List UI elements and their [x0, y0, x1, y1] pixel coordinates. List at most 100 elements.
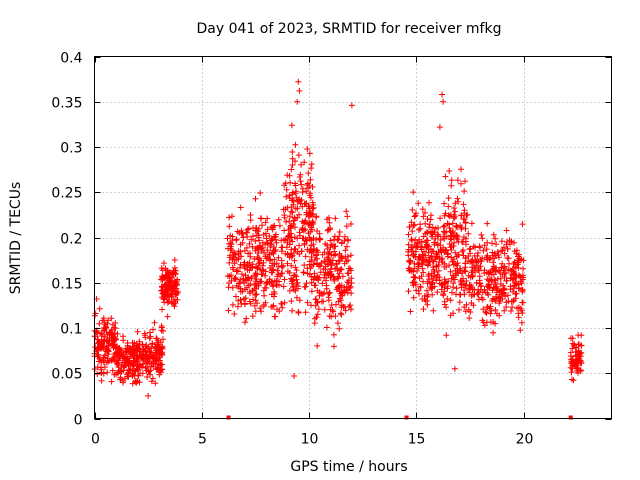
data-point [347, 302, 354, 309]
data-point [228, 272, 235, 279]
data-point [129, 372, 136, 379]
data-point [348, 221, 354, 227]
data-point [480, 319, 487, 326]
data-point [310, 204, 317, 211]
data-point [317, 269, 324, 276]
data-point [416, 275, 423, 282]
data-point [487, 319, 494, 326]
data-point [312, 282, 319, 289]
data-point [410, 189, 417, 196]
data-point [466, 289, 473, 296]
data-point [134, 343, 140, 350]
data-point [254, 264, 261, 271]
data-points [91, 78, 585, 420]
data-point [331, 276, 338, 283]
data-point [289, 197, 296, 204]
data-point [336, 229, 343, 235]
data-point [251, 302, 258, 309]
data-point [149, 375, 156, 382]
data-point [163, 286, 170, 293]
data-point [470, 302, 477, 309]
data-point [425, 273, 432, 280]
data-point [285, 232, 292, 239]
data-point [238, 271, 245, 278]
data-point [252, 297, 259, 304]
data-point [98, 330, 105, 337]
data-point [437, 242, 444, 249]
data-point [304, 182, 311, 188]
data-point [484, 256, 491, 263]
data-point [303, 280, 310, 287]
data-point [150, 363, 157, 370]
data-point [455, 252, 462, 258]
data-point [225, 307, 232, 314]
data-point [330, 308, 337, 315]
data-point [331, 248, 338, 255]
data-point [405, 288, 412, 295]
data-point [337, 297, 344, 304]
data-point [517, 278, 524, 285]
data-point [577, 350, 584, 357]
data-point [264, 215, 271, 222]
data-point [460, 216, 467, 223]
data-point [450, 310, 457, 317]
data-point [294, 205, 301, 212]
data-point [339, 255, 346, 262]
data-point [237, 204, 244, 211]
data-point [487, 276, 493, 283]
data-point [410, 279, 417, 285]
data-point [112, 320, 119, 326]
data-point [494, 248, 501, 255]
data-point [158, 323, 165, 329]
data-point [264, 247, 271, 254]
data-point [345, 279, 352, 286]
data-point [314, 342, 321, 349]
data-point [226, 259, 233, 266]
data-point [327, 244, 334, 251]
x-tick-label: 20 [516, 432, 534, 448]
data-point [413, 210, 419, 217]
data-point [271, 313, 278, 320]
data-point [99, 341, 105, 348]
data-point [297, 200, 304, 207]
chart-title: Day 041 of 2023, SRMTID for receiver mfk… [197, 21, 502, 37]
data-point [233, 282, 240, 289]
data-point [460, 275, 466, 282]
data-point [462, 255, 469, 262]
x-tick-label: 5 [198, 432, 207, 448]
y-tick-label: 0.1 [60, 322, 82, 338]
data-point [501, 274, 508, 280]
data-point [231, 311, 238, 317]
data-point [159, 361, 165, 368]
data-point [568, 356, 575, 363]
data-point [139, 364, 145, 370]
data-point [339, 273, 346, 280]
data-point [578, 342, 585, 349]
data-point [348, 275, 355, 282]
data-point [152, 353, 158, 360]
data-point [253, 291, 260, 298]
data-point [172, 291, 179, 298]
data-point [518, 319, 525, 326]
data-point [443, 304, 450, 311]
data-point [148, 350, 155, 356]
data-point [511, 259, 518, 266]
data-point [164, 313, 171, 320]
data-point [283, 186, 290, 193]
data-point [475, 291, 482, 298]
data-point [304, 270, 311, 277]
data-point [313, 252, 319, 259]
data-point [248, 236, 255, 243]
data-point [234, 303, 241, 310]
data-point [435, 224, 442, 231]
data-point [309, 226, 315, 233]
data-point [501, 250, 508, 257]
data-point [476, 277, 483, 284]
x-tick-label: 0 [91, 432, 100, 448]
data-point [444, 253, 451, 260]
data-point [230, 266, 237, 273]
data-point [307, 176, 314, 183]
data-point [451, 276, 458, 283]
data-point [504, 245, 511, 252]
data-point [499, 247, 506, 254]
